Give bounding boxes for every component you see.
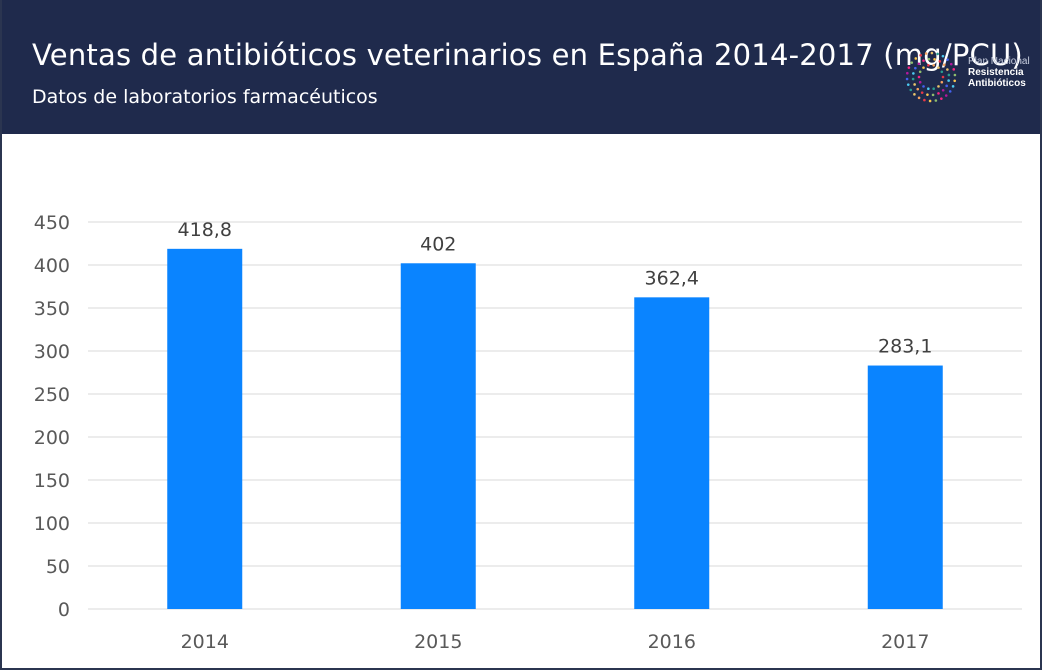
logo-line-1: Plan Nacional — [968, 56, 1030, 67]
x-tick-label: 2016 — [648, 631, 696, 653]
logo-dot — [937, 85, 940, 88]
logo-dot — [927, 57, 931, 61]
logo-dot — [920, 91, 924, 94]
plan-nacional-logo: Plan Nacional Resistencia Antibióticos — [900, 46, 1040, 106]
logo-dot — [941, 54, 945, 58]
data-label: 418,8 — [178, 219, 232, 241]
logo-dot — [907, 66, 911, 69]
logo-dot — [913, 93, 916, 96]
y-tick-label: 350 — [34, 298, 70, 320]
logo-dot — [906, 83, 910, 86]
logo-dot — [949, 62, 953, 66]
bar-chart: 0 50 100 150 200 250 300 350 400 450 418,8 2014 402 2… — [34, 212, 1022, 653]
logo-dot — [922, 59, 925, 62]
logo-dot — [917, 75, 921, 79]
logo-dot — [914, 57, 918, 60]
y-tick-label: 150 — [34, 470, 70, 492]
logo-dot — [944, 94, 948, 97]
logo-dot — [917, 62, 921, 66]
logo-dot — [937, 66, 940, 69]
logo-dot — [940, 97, 943, 100]
logo-dot — [947, 73, 951, 77]
logo-dot — [930, 51, 934, 55]
data-label: 402 — [420, 233, 456, 255]
logo-dot — [927, 64, 930, 67]
chart-title: Ventas de antibióticos veterinarios en E… — [32, 38, 1023, 72]
logo-dot — [953, 73, 957, 77]
logo-dot — [938, 60, 942, 63]
logo-dot — [910, 61, 914, 64]
logo-dot — [913, 83, 916, 86]
logo-dot — [905, 77, 909, 81]
logo-dot — [918, 70, 922, 74]
logo-dot — [932, 87, 935, 90]
logo-dot — [936, 52, 939, 56]
y-tick-label: 200 — [34, 427, 70, 449]
data-label: 283,1 — [878, 336, 932, 358]
logo-text: Plan Nacional Resistencia Antibióticos — [968, 56, 1030, 89]
chart-subtitle: Datos de laboratorios farmacéuticos — [32, 86, 378, 108]
y-tick-label: 0 — [58, 599, 70, 621]
bar — [400, 263, 476, 609]
logo-dot — [919, 54, 922, 57]
logo-dot — [912, 72, 915, 75]
bar — [634, 297, 710, 609]
logo-line-2: Resistencia — [968, 67, 1024, 78]
y-tick-label: 250 — [34, 384, 70, 406]
logo-dot — [931, 93, 935, 97]
logo-dot — [914, 66, 917, 70]
logo-dot — [917, 96, 921, 100]
logo-dot — [911, 77, 915, 81]
logo-dot — [922, 66, 925, 69]
logo-dot — [945, 84, 948, 88]
logo-dot — [918, 80, 922, 84]
logo-dot — [953, 79, 956, 83]
logo-dot — [941, 88, 945, 92]
x-tick-label: 2015 — [414, 631, 462, 653]
logo-dot — [940, 70, 944, 74]
logo-dot — [946, 58, 949, 61]
y-tick-label: 400 — [34, 255, 70, 277]
x-tick-label: 2017 — [881, 631, 929, 653]
logo-dot — [926, 93, 929, 96]
logo-dot — [924, 52, 928, 55]
logo-dot — [933, 58, 936, 61]
data-label: 362,4 — [645, 267, 699, 289]
logo-dot — [923, 98, 926, 102]
logo-dot — [909, 88, 913, 92]
logo-dot — [951, 85, 955, 88]
logo-dot — [940, 80, 944, 84]
logo-ring-icon — [905, 51, 957, 103]
logo-dot — [952, 68, 956, 71]
x-tick-label: 2014 — [181, 631, 229, 653]
chart-header: Ventas de antibióticos veterinarios en E… — [2, 0, 1040, 134]
y-tick-label: 50 — [46, 556, 70, 578]
logo-dot — [942, 63, 946, 67]
logo-dot — [947, 79, 950, 82]
y-tick-label: 100 — [34, 513, 70, 535]
y-tick-label: 450 — [34, 212, 70, 234]
logo-dot — [927, 87, 930, 90]
logo-dot — [948, 90, 952, 93]
logo-dot — [941, 75, 945, 79]
logo-line-3: Antibióticos — [968, 78, 1026, 89]
y-tick-label: 300 — [34, 341, 70, 363]
logo-dot — [934, 99, 938, 102]
logo-dot — [906, 71, 909, 75]
logo-dot — [937, 92, 940, 95]
logo-dot — [928, 99, 932, 103]
logo-dot — [932, 64, 935, 67]
logo-dot — [916, 87, 920, 91]
logo-dot — [946, 68, 949, 71]
bar — [867, 365, 943, 609]
logo-dot — [922, 85, 925, 88]
bar — [167, 248, 243, 609]
